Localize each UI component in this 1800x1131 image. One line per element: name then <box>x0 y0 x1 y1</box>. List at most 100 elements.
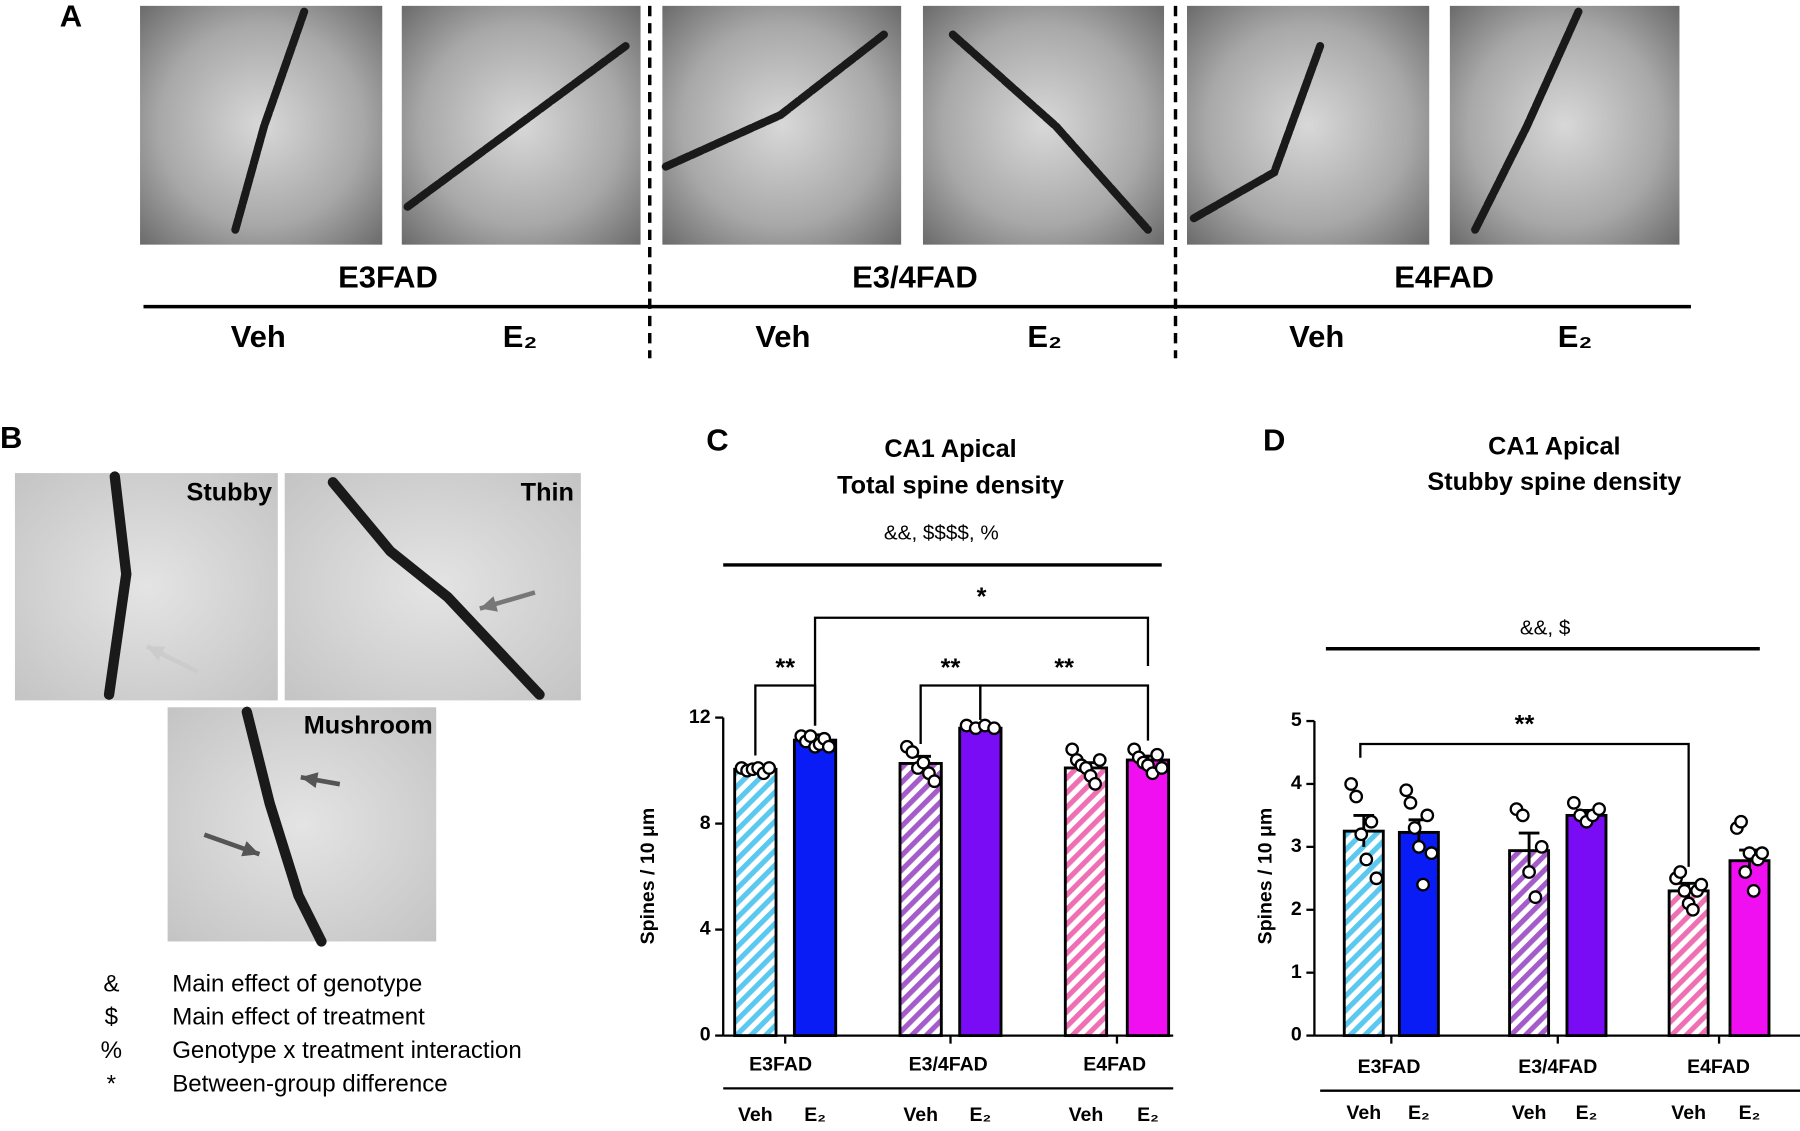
bar <box>792 738 838 1038</box>
bar <box>1342 829 1385 1038</box>
data-point <box>1399 783 1414 798</box>
image-label: Stubby <box>186 478 272 506</box>
bar <box>1063 766 1109 1038</box>
arrow-head <box>241 841 260 857</box>
effects-label: &&, $$$$, % <box>884 521 999 544</box>
data-point <box>1420 808 1435 823</box>
dendrite <box>1189 42 1325 223</box>
significance-bracket <box>979 684 1150 741</box>
data-point <box>1150 747 1165 762</box>
legend-text: Main effect of treatment <box>172 1004 425 1031</box>
significance-label: ** <box>775 654 795 682</box>
data-point <box>1694 877 1709 892</box>
data-point <box>1424 846 1439 861</box>
data-point <box>1566 795 1581 810</box>
y-tick-label: 0 <box>1291 1024 1302 1046</box>
treatment-label: Veh <box>1289 319 1344 354</box>
treatment-label: E₂ <box>1408 1102 1430 1124</box>
y-tick-label: 1 <box>1291 961 1302 983</box>
y-tick-label: 4 <box>700 918 711 940</box>
x-tick-label: E4FAD <box>1083 1054 1146 1076</box>
data-point <box>987 721 1002 736</box>
treatment-label: E₂ <box>503 319 537 354</box>
treatment-label: E₂ <box>1576 1102 1598 1124</box>
legend-text: Between-group difference <box>172 1070 447 1097</box>
chart-title: CA1 Apical <box>1488 433 1620 461</box>
arrow-head <box>146 646 166 661</box>
significance-bracket <box>813 616 1150 726</box>
group-label: E3/4FAD <box>852 259 978 294</box>
panel-label: C <box>706 422 728 457</box>
data-point <box>1154 761 1169 775</box>
x-tick-label: E3/4FAD <box>909 1054 988 1076</box>
legend-symbol: $ <box>105 1004 119 1031</box>
dendrite <box>948 30 1152 234</box>
effects-label: &&, $ <box>1520 617 1571 640</box>
treatment-label: Veh <box>1671 1102 1706 1124</box>
data-point <box>1092 753 1107 767</box>
group-label: E4FAD <box>1394 259 1494 294</box>
data-point <box>1734 814 1748 829</box>
treatment-label: Veh <box>755 319 810 354</box>
y-tick-label: 8 <box>700 812 711 834</box>
x-tick-label: E3FAD <box>1358 1056 1421 1078</box>
bar <box>1565 813 1608 1038</box>
legend-symbol: & <box>103 970 119 997</box>
dendrite <box>103 471 132 700</box>
significance-label: ** <box>1054 654 1074 682</box>
bar <box>1125 758 1171 1038</box>
data-point <box>762 761 777 775</box>
data-point <box>1522 865 1536 879</box>
data-point <box>1515 808 1530 823</box>
x-tick-label: E4FAD <box>1687 1056 1750 1078</box>
data-point <box>1746 884 1761 898</box>
data-point <box>927 774 942 789</box>
treatment-label: E₂ <box>1739 1102 1761 1124</box>
dendrite <box>661 30 888 171</box>
panel-label: A <box>60 0 82 34</box>
treatment-label: Veh <box>1346 1102 1381 1124</box>
data-point <box>1359 852 1374 867</box>
y-tick-label: 12 <box>689 706 711 728</box>
data-point <box>1534 839 1549 854</box>
significance-label: ** <box>941 654 961 682</box>
bar <box>898 762 943 1038</box>
x-tick-label: E3/4FAD <box>1518 1056 1597 1078</box>
data-point <box>905 745 920 759</box>
treatment-label: E₂ <box>1137 1104 1159 1126</box>
dendrite <box>231 7 309 234</box>
bar <box>1397 830 1440 1038</box>
data-point <box>1592 802 1606 817</box>
y-tick-label: 0 <box>700 1024 711 1046</box>
legend-text: Genotype x treatment interaction <box>172 1037 522 1064</box>
data-point <box>1354 827 1369 842</box>
y-axis-label: Spines / 10 μm <box>1254 808 1276 945</box>
data-point <box>1673 865 1688 879</box>
treatment-label: Veh <box>1512 1102 1547 1124</box>
y-tick-label: 5 <box>1291 709 1302 731</box>
bar <box>733 767 778 1038</box>
data-point <box>1088 776 1103 791</box>
data-point <box>1364 814 1379 829</box>
x-tick-label: E3FAD <box>749 1054 812 1076</box>
treatment-label: E₂ <box>1558 319 1592 354</box>
data-point <box>1369 871 1384 886</box>
arrow-head <box>479 596 498 612</box>
data-point <box>1344 777 1359 791</box>
treatment-label: Veh <box>903 1104 938 1126</box>
y-tick-label: 4 <box>1291 772 1302 794</box>
chart-title: Stubby spine density <box>1427 468 1681 496</box>
data-point <box>1403 795 1418 810</box>
legend-symbol: % <box>101 1037 122 1064</box>
treatment-label: E₂ <box>970 1104 992 1126</box>
data-point <box>1738 865 1753 879</box>
panel-label: B <box>0 420 22 455</box>
group-label: E3FAD <box>338 259 438 294</box>
dendrite <box>241 706 327 947</box>
treatment-label: E₂ <box>804 1104 826 1126</box>
significance-bracket <box>1359 742 1690 867</box>
y-axis-label: Spines / 10 μm <box>637 808 659 945</box>
micrograph <box>14 473 278 701</box>
data-point <box>1416 877 1430 892</box>
data-point <box>1349 789 1364 804</box>
